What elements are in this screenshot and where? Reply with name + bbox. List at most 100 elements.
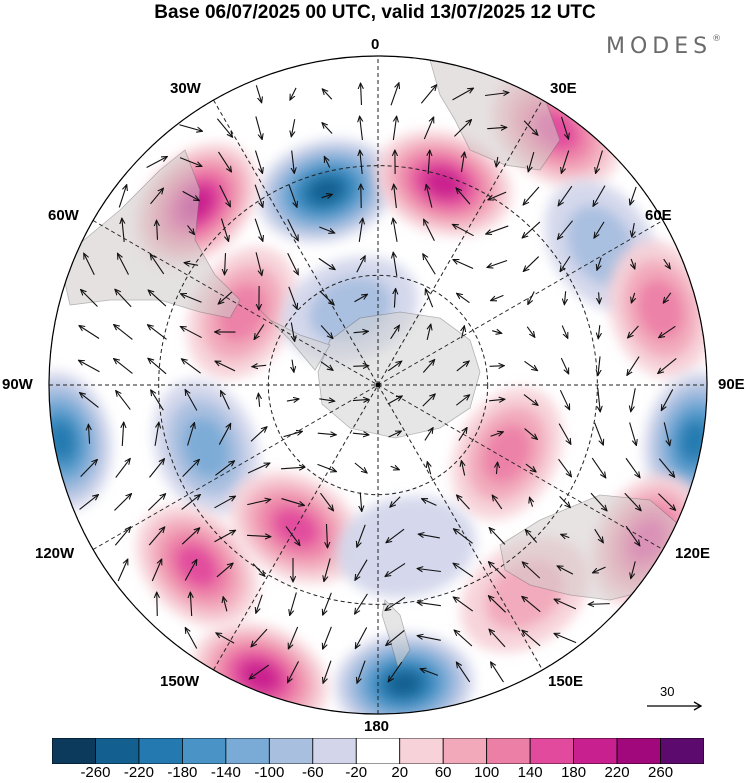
map-title: Base 06/07/2025 00 UTC, valid 13/07/2025… [154, 2, 596, 23]
wind-vector [597, 257, 601, 271]
wind-vector [216, 118, 232, 138]
wind-vector [593, 185, 606, 207]
anomaly-center [608, 240, 707, 379]
wind-vector [457, 495, 470, 510]
wind-vector [487, 259, 508, 268]
wind-vector [360, 492, 362, 511]
wind-vector [386, 629, 405, 645]
wind-vector [358, 218, 363, 242]
wind-vector [557, 566, 574, 575]
wind-vector [423, 254, 436, 275]
wind-vector [627, 356, 640, 376]
wind-vector [290, 592, 297, 615]
wind-vector [287, 252, 299, 275]
wind-vector [525, 530, 538, 543]
wind-vector [631, 292, 634, 303]
wind-vector [84, 253, 95, 276]
wind-vector [554, 599, 577, 610]
wind-vector [320, 492, 334, 511]
wind-vector [326, 523, 327, 548]
colorbar-tick-label: -180 [167, 764, 198, 781]
anomaly-center [375, 130, 512, 236]
wind-vector [150, 188, 164, 205]
south-america-landmass [59, 149, 241, 319]
wind-vector [147, 494, 165, 511]
wind-vector [122, 422, 123, 447]
wind-vector [283, 431, 303, 438]
wind-vector [418, 534, 440, 539]
anomaly-field [49, 72, 707, 714]
wind-vector [287, 218, 299, 241]
wind-vector [426, 184, 433, 208]
wind-vector [561, 325, 568, 339]
wind-vector [184, 263, 199, 266]
wind-vector [181, 359, 201, 374]
wind-vector [462, 326, 465, 339]
wind-vector [254, 218, 263, 242]
colorbar-swatch [268, 738, 314, 764]
wind-vector [249, 664, 270, 679]
wind-vector [422, 394, 436, 407]
wind-vector [360, 150, 362, 174]
wind-vector [318, 257, 335, 269]
anomaly-center [451, 387, 563, 520]
wind-vector [148, 290, 167, 307]
wind-vector [496, 156, 498, 167]
wind-vector [453, 260, 474, 269]
wind-vector [354, 294, 367, 303]
wind-vector [187, 423, 195, 446]
wind-vector [588, 604, 610, 605]
wind-vector [114, 494, 131, 511]
wind-vector [252, 563, 265, 577]
wind-vector [181, 528, 200, 545]
wind-vector [559, 495, 571, 507]
wind-vector [453, 529, 473, 544]
wind-vector [182, 190, 200, 200]
wind-vector [147, 325, 167, 340]
wind-vector [356, 256, 365, 273]
wind-vector [118, 185, 126, 208]
wind-vector [287, 661, 299, 682]
wind-vector [631, 388, 636, 412]
wind-vector [452, 88, 474, 101]
wind-vector [663, 422, 670, 445]
wind-vector [417, 569, 441, 572]
wind-vector [423, 117, 433, 140]
wind-vector [322, 89, 333, 100]
wind-vector [353, 366, 368, 367]
wind-vector [322, 123, 333, 134]
wind-vector [151, 390, 164, 411]
colorbar-tick-label: 20 [391, 764, 409, 781]
wind-vector [491, 662, 504, 683]
wind-vector [149, 459, 164, 478]
wind-vector [394, 184, 397, 208]
wind-vector [254, 184, 263, 208]
wind-vector [184, 559, 197, 581]
wind-vector [388, 661, 403, 682]
wind-vector [281, 498, 305, 506]
wind-vector [115, 289, 132, 308]
colorbar-swatch [529, 738, 574, 764]
wind-vector [417, 636, 441, 641]
wind-vector [561, 150, 570, 174]
wind-vector [320, 361, 333, 371]
wind-vector [658, 458, 674, 477]
wind-vector [560, 256, 571, 271]
wind-vector [352, 399, 369, 400]
wind-vector [182, 459, 200, 477]
wind-vector [599, 292, 600, 303]
wind-vector [529, 497, 532, 507]
wind-vector [321, 194, 333, 197]
wind-vector [148, 358, 167, 375]
wind-vector [280, 467, 305, 469]
lon-label-30w: 30W [170, 80, 201, 97]
wind-vector [361, 83, 362, 106]
wind-vector [458, 427, 467, 441]
wind-vector [489, 528, 506, 545]
wind-vector [590, 492, 607, 511]
anomaly-center [337, 495, 477, 599]
colorbar-swatch [138, 738, 183, 764]
wind-vector [560, 357, 568, 374]
wind-vector [453, 563, 474, 578]
colorbar-swatch [181, 738, 227, 764]
